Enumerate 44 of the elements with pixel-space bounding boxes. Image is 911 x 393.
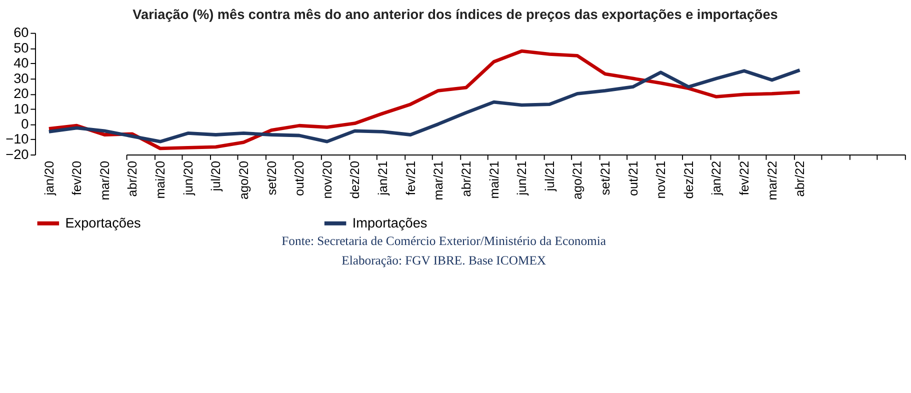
x-tick-label: jan/20 [42,160,56,196]
x-tick-label: out/20 [292,160,307,196]
x-tick-label: mar/21 [432,160,446,200]
y-tick-label: 30 [14,70,30,86]
y-tick-label: 0 [21,116,30,132]
legend-label: Importações [352,215,428,230]
x-tick-label: abr/20 [126,160,140,197]
source-note: Fonte: Secretaria de Comércio Exterior/Ministério da Economia [282,234,606,248]
y-tick-label: 10 [14,101,30,116]
y-tick-label: −20 [6,146,30,162]
x-tick-label: mar/22 [765,160,780,200]
y-tick-label: −10 [6,132,30,147]
y-tick-label: 50 [14,40,30,56]
x-tick-label: ago/20 [236,160,251,200]
x-tick-label: set/20 [264,160,279,196]
chart-title: Variação (%) mês contra mês do ano anterior dos índices de preços das exportações e importações [132,7,778,22]
x-tick-label: fev/21 [404,160,418,196]
x-tick-label: out/21 [626,160,640,196]
x-tick-label: jul/20 [209,160,224,192]
x-tick-label: dez/20 [348,160,362,199]
x-tick-label: jun/21 [515,160,530,196]
x-tick-label: abr/21 [459,160,474,197]
x-tick-label: nov/21 [654,160,668,199]
x-tick-label: jun/20 [181,160,196,196]
x-tick-label: fev/20 [70,160,84,196]
x-tick-label: dez/21 [682,160,696,199]
x-tick-label: set/21 [598,160,612,196]
x-tick-label: fev/22 [738,160,752,196]
x-tick-label: abr/22 [793,160,808,197]
line-series [47,68,802,144]
legend-label: Exportações [65,215,142,230]
x-tick-label: nov/20 [320,160,334,199]
x-tick-label: mar/20 [98,160,112,200]
x-tick-label: jan/22 [710,160,724,196]
x-tick-label: mai/20 [154,160,168,199]
x-tick-label: jul/21 [542,160,557,192]
x-tick-label: ago/21 [570,160,585,200]
y-tick-label: 20 [14,86,30,102]
y-tick-label: 40 [14,56,30,71]
y-tick-label: 60 [14,25,30,40]
x-tick-label: mai/21 [487,160,502,199]
line-series [47,49,802,150]
text: Elaboração: FGV IBRE. Base ICOMEX [342,254,546,268]
x-tick-label: jan/21 [376,160,390,196]
